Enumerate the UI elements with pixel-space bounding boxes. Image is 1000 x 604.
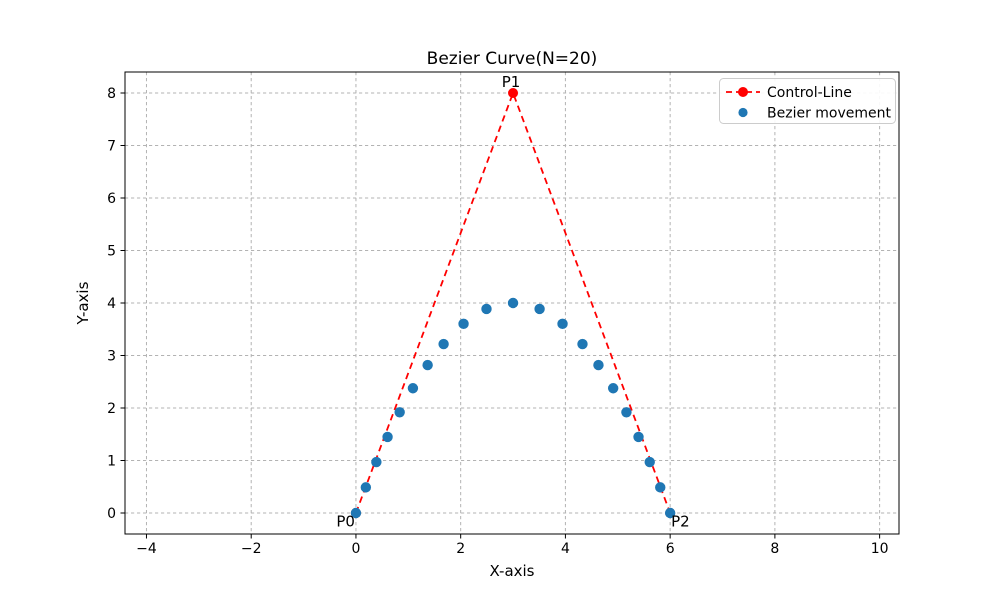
point-labels: P0 P1 P2 bbox=[336, 73, 689, 531]
bezier-point-marker bbox=[557, 318, 568, 330]
chart-title: Bezier Curve(N=20) bbox=[427, 49, 598, 69]
y-tick-label: 1 bbox=[107, 453, 116, 469]
legend-frame bbox=[719, 78, 896, 124]
x-tick-label: 8 bbox=[770, 541, 779, 557]
legend-entry-bezier-movement: Bezier movement bbox=[738, 106, 892, 122]
y-tick-label: 4 bbox=[107, 296, 116, 312]
bezier-point-marker bbox=[407, 383, 419, 394]
y-tick-label: 8 bbox=[107, 86, 116, 102]
x-tick-label: 10 bbox=[871, 541, 889, 557]
control-line bbox=[355, 90, 671, 514]
bezier-point-marker bbox=[621, 407, 632, 418]
x-tick-label: −4 bbox=[136, 541, 157, 557]
bezier-point-marker bbox=[481, 303, 492, 315]
bezier-point-marker bbox=[350, 507, 362, 519]
bezier-point-marker bbox=[507, 297, 519, 309]
x-tick-label: 0 bbox=[351, 541, 360, 557]
axis-ticks: −4 −2 0 2 4 6 8 10 0 1 2 3 4 5 6 7 8 bbox=[107, 86, 888, 557]
control-point-marker bbox=[508, 88, 519, 98]
bezier-point-marker bbox=[633, 431, 644, 443]
bezier-point-marker bbox=[371, 456, 382, 468]
bezier-point-marker bbox=[655, 482, 666, 493]
legend-label-control-line: Control-Line bbox=[767, 85, 852, 101]
bezier-point-marker bbox=[438, 338, 449, 350]
x-tick-label: 6 bbox=[666, 541, 675, 557]
bezier-point-marker bbox=[394, 407, 405, 418]
point-label-p0: P0 bbox=[336, 513, 355, 531]
series bbox=[350, 88, 676, 519]
x-tick-label: 2 bbox=[456, 541, 465, 557]
bezier-point-marker bbox=[422, 359, 433, 371]
bezier-point-marker bbox=[664, 507, 676, 519]
bezier-point-marker bbox=[534, 303, 545, 315]
bezier-point-marker bbox=[458, 318, 469, 330]
y-tick-label: 2 bbox=[107, 401, 116, 417]
y-tick-label: 7 bbox=[107, 138, 116, 154]
legend-entry-control-line: Control-Line bbox=[726, 85, 852, 101]
legend-label-bezier-movement: Bezier movement bbox=[767, 106, 892, 122]
y-tick-label: 0 bbox=[107, 506, 116, 522]
bezier-point-marker bbox=[577, 338, 588, 350]
bezier-legend-marker-icon bbox=[738, 107, 748, 118]
bezier-point-marker bbox=[360, 482, 372, 493]
bezier-point-marker bbox=[607, 383, 619, 394]
bezier-point-marker bbox=[644, 456, 655, 468]
x-tick-label: −2 bbox=[241, 541, 262, 557]
y-tick-label: 6 bbox=[107, 191, 116, 207]
x-axis-label: X-axis bbox=[490, 562, 535, 580]
control-line-legend-marker-icon bbox=[738, 87, 748, 97]
y-tick-label: 3 bbox=[107, 348, 116, 364]
point-label-p2: P2 bbox=[671, 513, 690, 531]
y-tick-label: 5 bbox=[107, 243, 116, 259]
bezier-point-marker bbox=[593, 359, 604, 371]
y-axis-label: Y-axis bbox=[74, 281, 92, 325]
x-tick-label: 4 bbox=[561, 541, 570, 557]
point-label-p1: P1 bbox=[502, 73, 521, 91]
legend: Control-Line Bezier movement bbox=[719, 78, 896, 124]
bezier-point-marker bbox=[382, 431, 393, 443]
